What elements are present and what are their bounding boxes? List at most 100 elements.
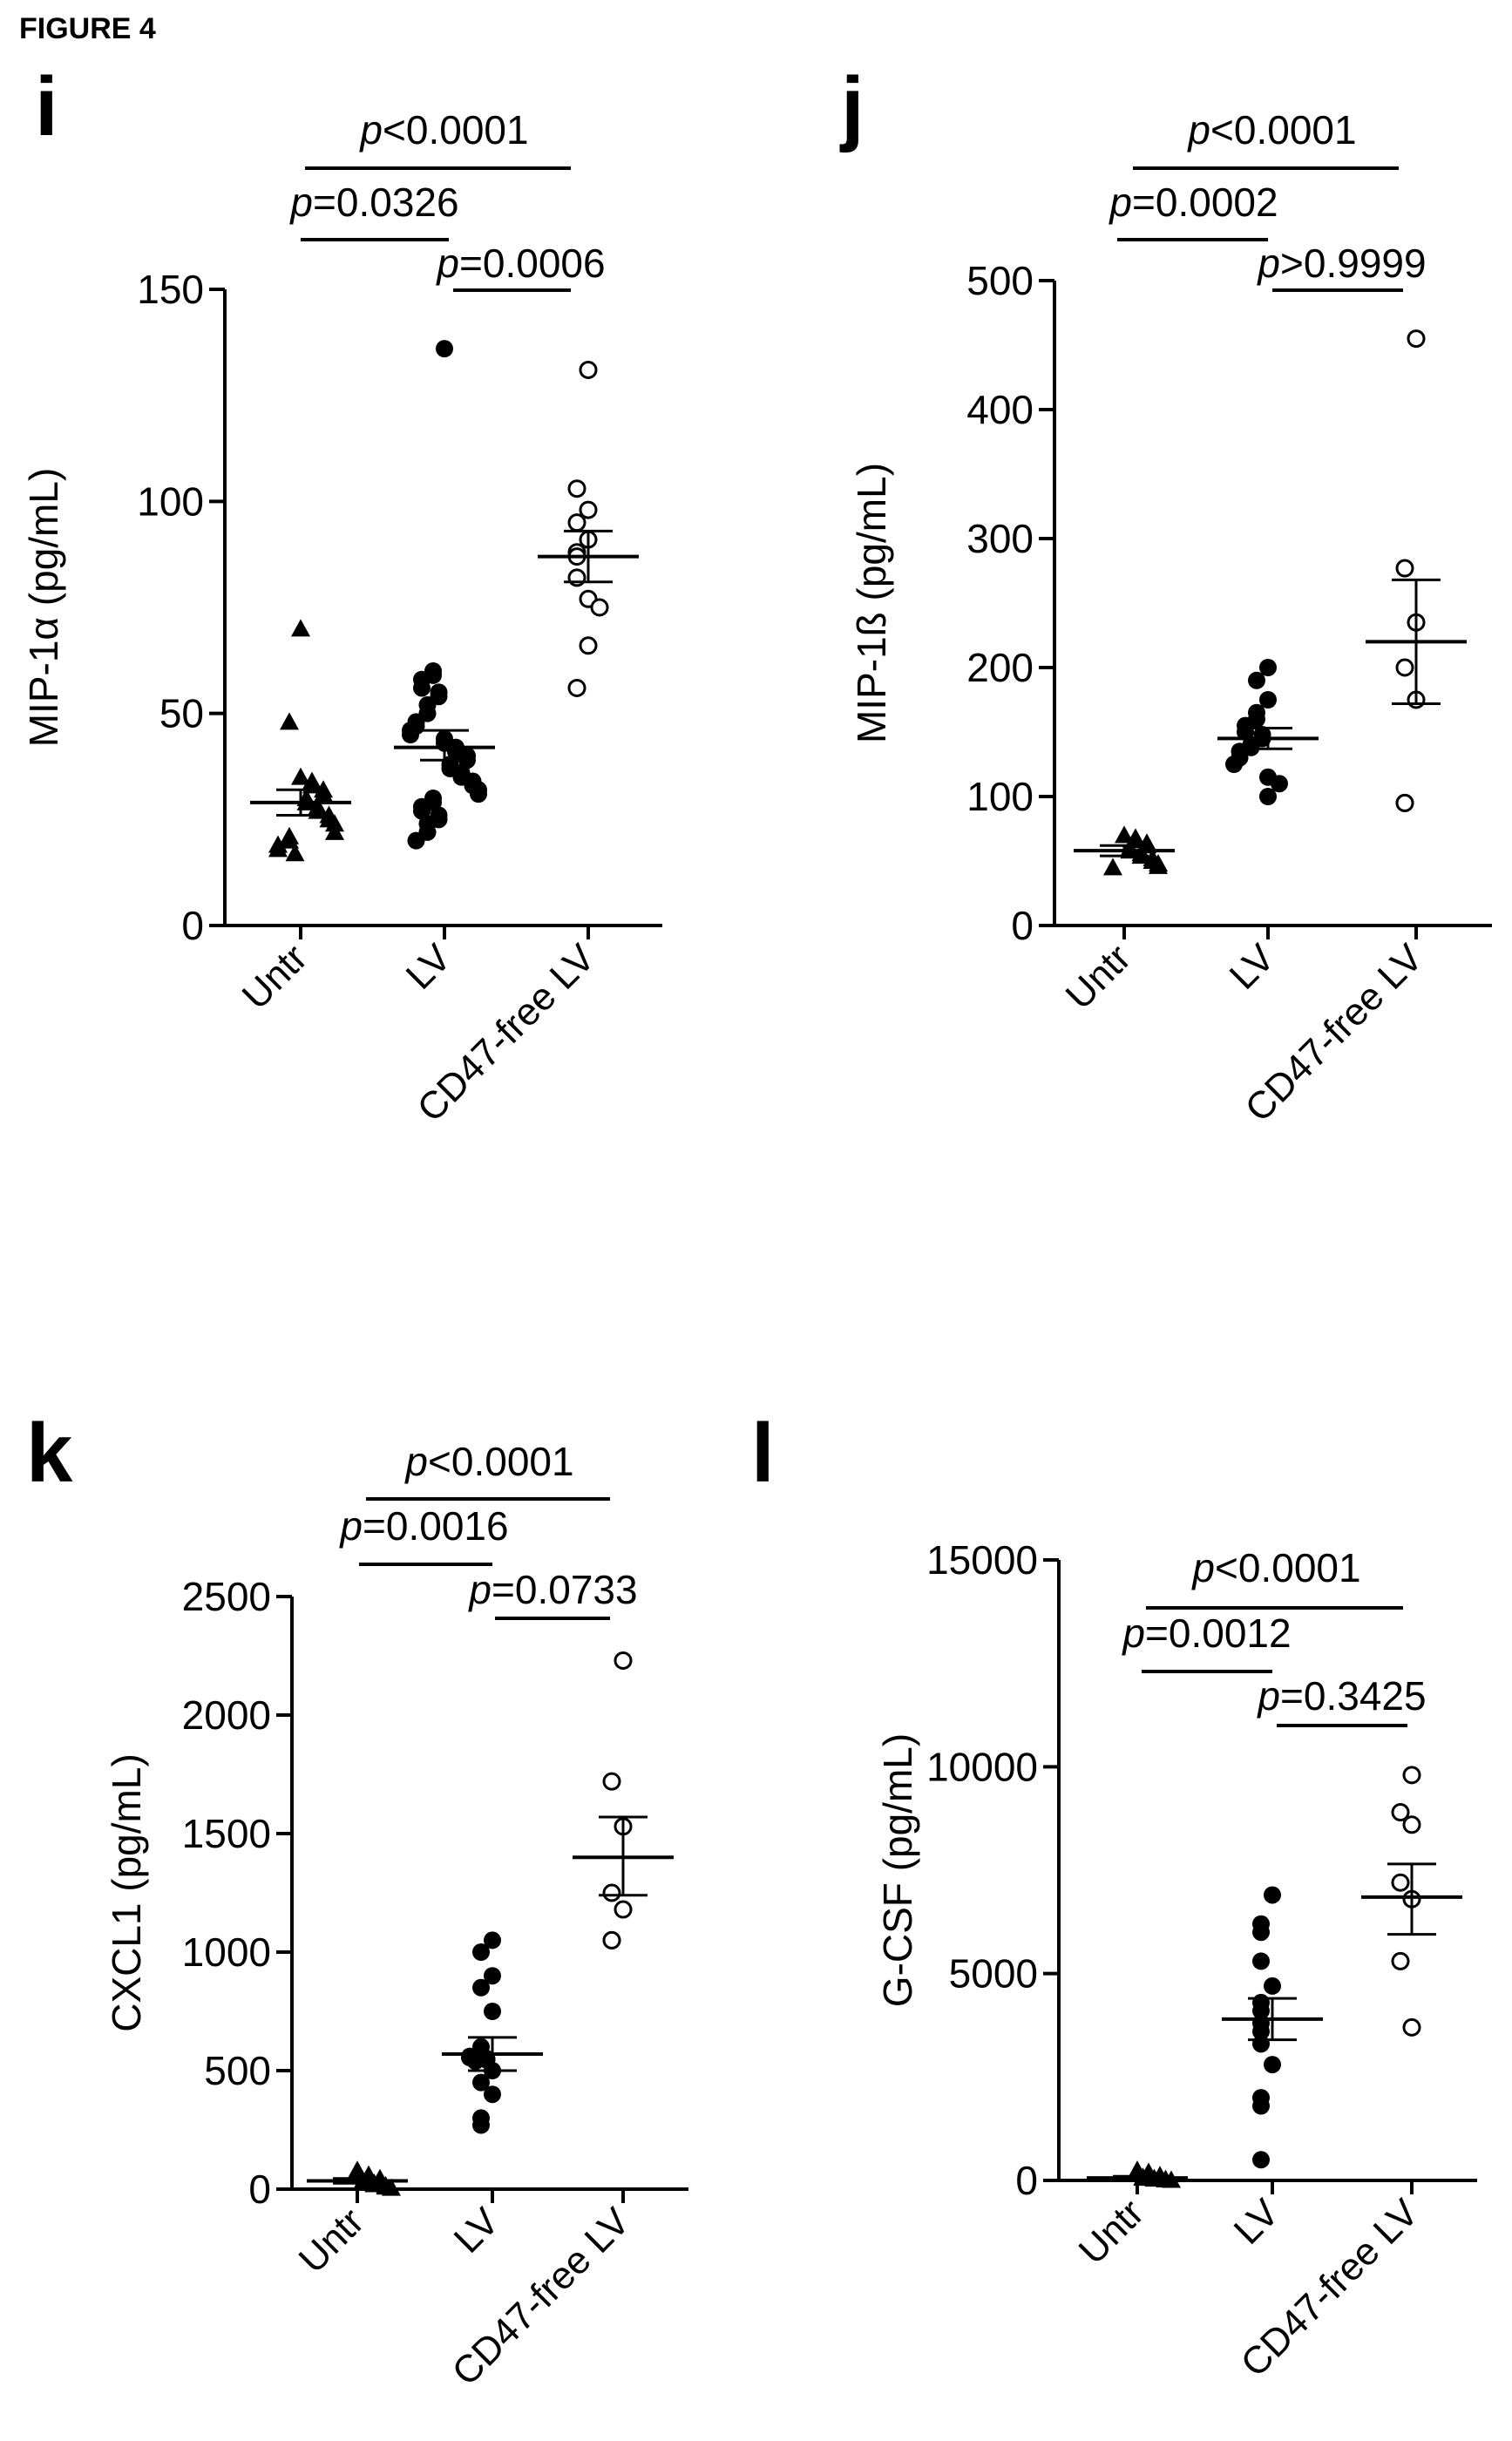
p-value-label: p=0.0733 bbox=[467, 1567, 637, 1612]
figure-title: FIGURE 4 bbox=[19, 12, 156, 45]
y-tick-label: 0 bbox=[248, 2166, 271, 2212]
data-point-filled-circle bbox=[1252, 2151, 1270, 2169]
data-point-triangle bbox=[1149, 856, 1168, 874]
data-point-open-circle bbox=[614, 1900, 633, 1919]
p-value-label: p<0.0001 bbox=[358, 107, 528, 153]
data-point-filled-circle bbox=[436, 340, 453, 358]
x-tick-label: LV bbox=[398, 936, 460, 998]
data-point-filled-circle bbox=[484, 1931, 501, 1949]
data-point-open-circle bbox=[1402, 2017, 1421, 2037]
data-point-triangle bbox=[280, 831, 299, 849]
data-point-filled-circle bbox=[1271, 775, 1288, 793]
y-tick-label: 2500 bbox=[182, 1574, 271, 1619]
data-point-open-circle bbox=[602, 1930, 621, 1949]
p-value-label: p<0.0001 bbox=[1190, 1545, 1360, 1590]
data-point-filled-circle bbox=[1259, 691, 1277, 709]
p-value-label: p=0.0326 bbox=[288, 180, 458, 225]
y-axis-label: MIP-1α (pg/mL) bbox=[21, 468, 66, 748]
panel-k: k 0 500 1000 1500 2000 2500 CXCL1 (pg/mL) Untr LV… bbox=[26, 1407, 688, 2394]
y-tick-label: 2000 bbox=[182, 1692, 271, 1738]
data-point-triangle bbox=[314, 784, 333, 803]
y-tick-label: 10000 bbox=[926, 1744, 1038, 1789]
data-point-filled-circle bbox=[484, 2003, 501, 2020]
data-point-filled-circle bbox=[484, 2085, 501, 2104]
panel-letter: j bbox=[839, 60, 864, 153]
x-tick-label: Untr bbox=[1071, 2191, 1152, 2272]
data-point-triangle bbox=[291, 619, 310, 637]
x-tick-label: LV bbox=[446, 2200, 508, 2261]
y-tick-label: 100 bbox=[966, 774, 1034, 819]
p-value-label: p=0.0006 bbox=[435, 241, 605, 286]
data-point-filled-circle bbox=[1259, 788, 1277, 805]
data-point-open-circle bbox=[567, 479, 586, 498]
data-point-triangle bbox=[1115, 825, 1134, 844]
y-axis-label: G-CSF (pg/mL) bbox=[875, 1733, 920, 2007]
data-point-filled-circle bbox=[1252, 2035, 1270, 2053]
data-point-open-circle bbox=[1391, 1951, 1410, 1970]
data-point-filled-circle bbox=[472, 2073, 490, 2092]
p-value-label: p=0.0016 bbox=[338, 1503, 508, 1549]
y-tick-label: 1500 bbox=[182, 1811, 271, 1856]
data-point-open-circle bbox=[579, 636, 598, 655]
data-point-filled-circle bbox=[466, 2052, 485, 2071]
p-value-label: p>0.9999 bbox=[1256, 241, 1426, 286]
data-point-filled-circle bbox=[472, 1978, 490, 1997]
data-point-filled-circle bbox=[484, 1967, 501, 1985]
data-point-open-circle bbox=[602, 1883, 621, 1902]
panel-letter: l bbox=[751, 1407, 775, 1500]
data-point-open-circle bbox=[1402, 1815, 1421, 1834]
data-point-open-circle bbox=[614, 1651, 633, 1670]
data-point-filled-circle bbox=[1264, 1886, 1281, 1904]
data-point-open-circle bbox=[1395, 793, 1414, 812]
y-tick-label: 100 bbox=[137, 478, 204, 524]
data-point-open-circle bbox=[1402, 1766, 1421, 1785]
p-value-label: p<0.0001 bbox=[403, 1439, 573, 1484]
data-point-filled-circle bbox=[1264, 1977, 1281, 1995]
y-tick-label: 0 bbox=[1011, 903, 1034, 948]
data-point-filled-circle bbox=[1252, 2097, 1270, 2115]
data-point-triangle bbox=[280, 712, 299, 730]
data-point-filled-circle bbox=[1248, 671, 1265, 689]
y-tick-label: 0 bbox=[181, 903, 204, 948]
data-point-filled-circle bbox=[1264, 2056, 1281, 2074]
data-point-filled-circle bbox=[1252, 2023, 1270, 2041]
p-value-label: p=0.0012 bbox=[1121, 1610, 1291, 1656]
p-value-label: p<0.0001 bbox=[1186, 107, 1356, 153]
x-tick-label: LV bbox=[1222, 936, 1284, 998]
data-point-filled-circle bbox=[407, 831, 425, 850]
data-point-triangle bbox=[268, 839, 288, 858]
y-tick-label: 1000 bbox=[182, 1929, 271, 1975]
panel-letter: i bbox=[35, 60, 58, 153]
data-point-open-circle bbox=[567, 678, 586, 697]
data-point-filled-circle bbox=[402, 726, 419, 743]
y-tick-label: 5000 bbox=[949, 1951, 1038, 1997]
y-tick-label: 50 bbox=[159, 691, 204, 736]
y-tick-label: 500 bbox=[204, 2048, 271, 2093]
data-point-open-circle bbox=[1391, 1873, 1410, 1892]
y-tick-label: 500 bbox=[966, 258, 1034, 303]
x-tick-label: LV bbox=[1226, 2191, 1288, 2253]
data-point-filled-circle bbox=[1252, 2002, 1270, 2020]
y-tick-label: 300 bbox=[966, 516, 1034, 561]
data-point-open-circle bbox=[567, 513, 586, 532]
data-point-triangle bbox=[325, 822, 344, 840]
x-tick-label: Untr bbox=[1058, 936, 1139, 1017]
data-point-open-circle bbox=[590, 598, 609, 617]
data-point-filled-circle bbox=[1252, 1923, 1270, 1942]
data-point-open-circle bbox=[602, 1772, 621, 1791]
data-point-filled-circle bbox=[1252, 1952, 1270, 1970]
data-point-open-circle bbox=[579, 360, 598, 379]
data-point-open-circle bbox=[1407, 329, 1426, 349]
y-tick-label: 0 bbox=[1015, 2158, 1038, 2203]
data-point-filled-circle bbox=[472, 1943, 490, 1961]
x-tick-label: Untr bbox=[291, 2200, 372, 2281]
y-axis-label: MIP-1ß (pg/mL) bbox=[849, 463, 894, 743]
y-tick-label: 200 bbox=[966, 645, 1034, 690]
data-point-open-circle bbox=[1395, 559, 1414, 578]
y-tick-label: 150 bbox=[137, 267, 204, 312]
data-point-triangle bbox=[285, 844, 305, 862]
